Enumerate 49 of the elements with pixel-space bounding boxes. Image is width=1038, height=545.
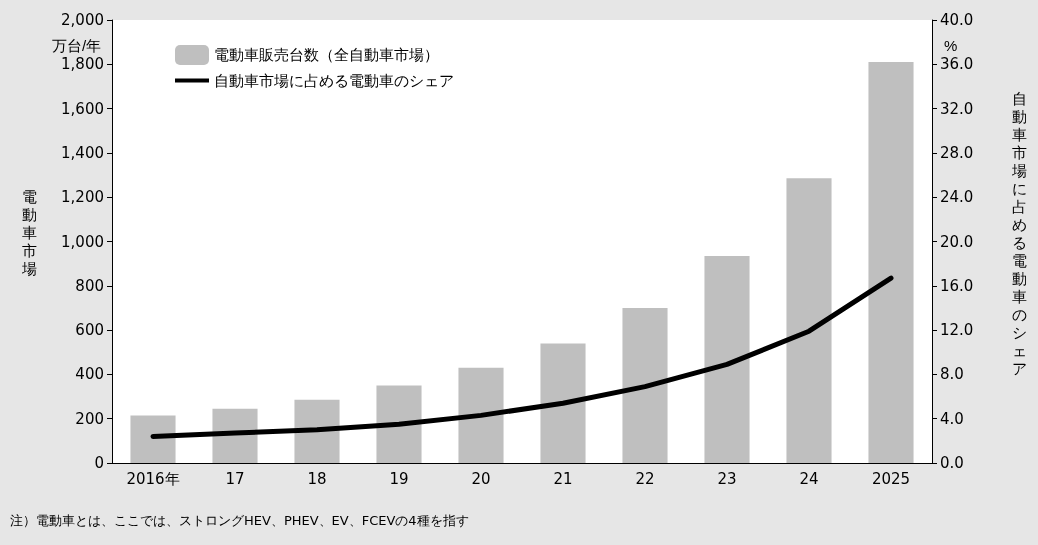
bar	[130, 415, 176, 463]
bar	[704, 255, 750, 463]
y-tick-label: 2,000	[61, 11, 104, 29]
y-tick-label: 1,800	[61, 55, 104, 74]
y-tick-label: 1,000	[61, 232, 104, 251]
legend-label: 電動車販売台数（全自動車市場）	[214, 46, 439, 64]
y2-tick-label: 12.0	[940, 321, 974, 340]
y-axis-title: 電動車市場	[22, 188, 37, 278]
y-tick-label: 1,200	[61, 188, 104, 207]
bar	[294, 399, 340, 463]
y-tick-label: 1,600	[61, 99, 104, 118]
bar	[786, 178, 832, 463]
bar	[868, 62, 914, 463]
bar	[458, 367, 504, 463]
bar	[622, 307, 668, 463]
text: 自動車市場に占める電動車のシェア	[1012, 90, 1027, 378]
x-tick-label: 20	[471, 469, 491, 488]
y2-tick-label: 36.0	[940, 55, 974, 74]
y2-tick-label: 4.0	[940, 409, 964, 428]
y2-tick-label: 24.0	[940, 188, 974, 207]
x-tick-label: 17	[225, 469, 245, 488]
x-tick-label: 23	[717, 469, 737, 488]
text: %	[944, 37, 958, 54]
x-tick-label: 2016年	[126, 469, 180, 488]
text: 万台/年	[52, 37, 102, 54]
y-tick-label: 400	[75, 365, 104, 384]
x-tick-label: 18	[307, 469, 327, 488]
x-tick-label: 19	[389, 469, 409, 488]
y2-tick-label: 20.0	[940, 232, 974, 251]
text: 注）電動車とは、ここでは、ストロングHEV、PHEV、EV、FCEVの4種を指す	[10, 512, 469, 530]
legend-label: 自動車市場に占める電動車のシェア	[214, 71, 454, 90]
y-tick-label: 200	[75, 409, 104, 428]
y2-tick-label: 28.0	[940, 143, 974, 162]
bar	[212, 408, 258, 463]
y2-tick-label: 40.0	[940, 11, 974, 29]
x-tick-label: 21	[553, 469, 573, 488]
y2-tick-label: 0.0	[940, 454, 964, 472]
x-tick-label: 24	[799, 469, 819, 488]
x-tick-label: 22	[635, 469, 655, 488]
y2-tick-label: 16.0	[940, 276, 974, 295]
x-tick-label: 2025	[871, 469, 911, 488]
y-tick-label: 800	[75, 276, 104, 295]
y2-tick-label: 32.0	[940, 99, 974, 118]
y-tick-label: 1,400	[61, 143, 104, 162]
bar	[540, 343, 586, 463]
y2-tick-label: 8.0	[940, 365, 964, 384]
y-tick-label: 0	[94, 454, 104, 472]
y-tick-label: 600	[75, 321, 104, 340]
bar	[376, 385, 422, 463]
